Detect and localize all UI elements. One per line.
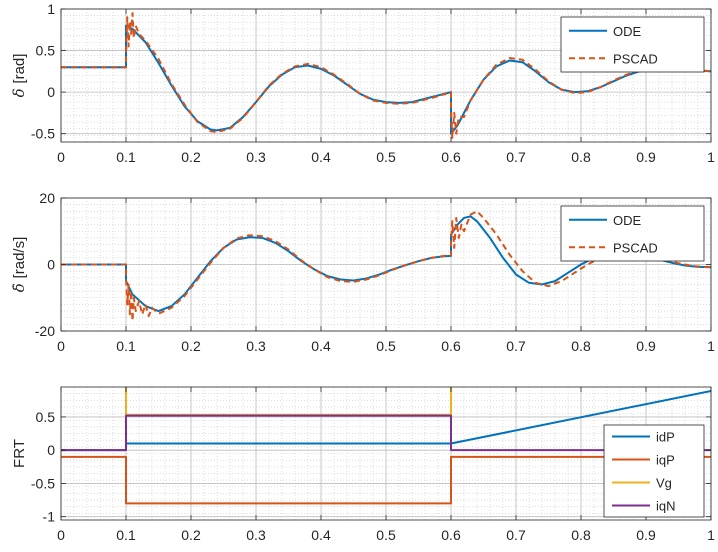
series-group xyxy=(61,12,711,139)
series-line-iqn xyxy=(61,414,711,452)
x-tick-label: 0.3 xyxy=(246,527,266,543)
legend-label-iqp: iqP xyxy=(656,453,675,468)
x-tick-label: 0.6 xyxy=(441,338,461,354)
x-tick-label: 0.5 xyxy=(376,149,396,165)
x-tick-label: 0.8 xyxy=(571,338,591,354)
x-tick-label: 0 xyxy=(57,527,65,543)
y-axis-label-symbol: δ xyxy=(10,84,28,98)
legend-label-idp: idP xyxy=(656,430,675,445)
series-line-pscad xyxy=(61,210,711,323)
series-line-iqp xyxy=(61,455,711,505)
y-tick-label: -20 xyxy=(35,323,55,339)
x-tick-label: 0.6 xyxy=(441,149,461,165)
legend-label-ode: ODE xyxy=(613,24,642,39)
legend-label-ode: ODE xyxy=(613,213,642,228)
x-tick-label: 0.4 xyxy=(311,527,331,543)
x-tick-label: 0.6 xyxy=(441,527,461,543)
x-tick-label: 0 xyxy=(57,149,65,165)
legend: ODE PSCAD xyxy=(560,16,705,73)
series-line-pscad xyxy=(61,12,711,139)
x-tick-label: 0.8 xyxy=(571,527,591,543)
y-tick-label: -0.5 xyxy=(31,475,55,491)
x-tick-label: 0.3 xyxy=(246,149,266,165)
x-tick-label: 0 xyxy=(57,338,65,354)
legend: idP iqP Vg iqN xyxy=(603,424,705,518)
y-tick-label: 0.5 xyxy=(36,43,56,59)
y-tick-label: 0.5 xyxy=(36,409,56,425)
legend-label-vg: Vg xyxy=(656,476,672,491)
x-tick-label: 0.3 xyxy=(246,338,266,354)
legend-box xyxy=(603,424,705,518)
x-tick-label: 0.5 xyxy=(376,527,396,543)
y-axis-label-unit: [rad] xyxy=(11,54,28,84)
x-tick-label: 0.1 xyxy=(116,149,136,165)
x-tick-label: 0.9 xyxy=(636,149,656,165)
x-tick-label: 0.1 xyxy=(116,527,136,543)
subplot-3: 0 0.1 0.2 0.3 0.4 0.5 0.6 0.7 0.8 0.9 1 -1 -0.5 0 0.5 F… xyxy=(11,386,715,543)
x-tick-label: 0.7 xyxy=(506,338,526,354)
y-axis-label: FRT xyxy=(11,439,28,468)
legend-label-iqn: iqN xyxy=(656,499,676,514)
y-axis-label-unit: FRT xyxy=(11,439,28,468)
y-tick-label: -1 xyxy=(43,509,56,525)
y-tick-label: -0.5 xyxy=(31,126,55,142)
x-tick-label: 0.1 xyxy=(116,338,136,354)
x-tick-label: 0.4 xyxy=(311,338,331,354)
x-tick-label: 0.2 xyxy=(181,338,201,354)
y-axis-label: δ̇ [rad/s] xyxy=(10,237,28,293)
y-tick-label: 0 xyxy=(47,257,55,273)
x-tick-label: 0.8 xyxy=(571,149,591,165)
y-tick-label: 0 xyxy=(47,442,55,458)
y-tick-label: 1 xyxy=(47,1,55,17)
legend-box xyxy=(560,16,705,73)
x-tick-label: 1 xyxy=(707,527,715,543)
x-tick-label: 0.4 xyxy=(311,149,331,165)
x-tick-label: 0.9 xyxy=(636,527,656,543)
x-tick-label: 0.9 xyxy=(636,338,656,354)
subplot-1: 0 0.1 0.2 0.3 0.4 0.5 0.6 0.7 0.8 0.9 1-0.500.51δ … xyxy=(10,1,715,165)
y-axis-label-symbol: δ̇ xyxy=(10,278,28,292)
legend-label-pscad: PSCAD xyxy=(613,240,658,255)
y-tick-label: 0 xyxy=(47,84,55,100)
x-tick-label: 1 xyxy=(707,338,715,354)
series-group xyxy=(61,387,711,505)
legend-box xyxy=(560,205,705,262)
legend-label-pscad: PSCAD xyxy=(613,51,658,66)
y-axis-label-unit: [rad/s] xyxy=(11,237,28,279)
x-tick-label: 0.7 xyxy=(506,527,526,543)
x-tick-label: 1 xyxy=(707,149,715,165)
legend: ODE PSCAD xyxy=(560,205,705,262)
y-axis-label: δ [rad] xyxy=(10,54,28,98)
x-tick-label: 0.2 xyxy=(181,527,201,543)
y-tick-label: 20 xyxy=(39,190,55,206)
x-tick-label: 0.7 xyxy=(506,149,526,165)
x-tick-label: 0.2 xyxy=(181,149,201,165)
x-tick-label: 0.5 xyxy=(376,338,396,354)
